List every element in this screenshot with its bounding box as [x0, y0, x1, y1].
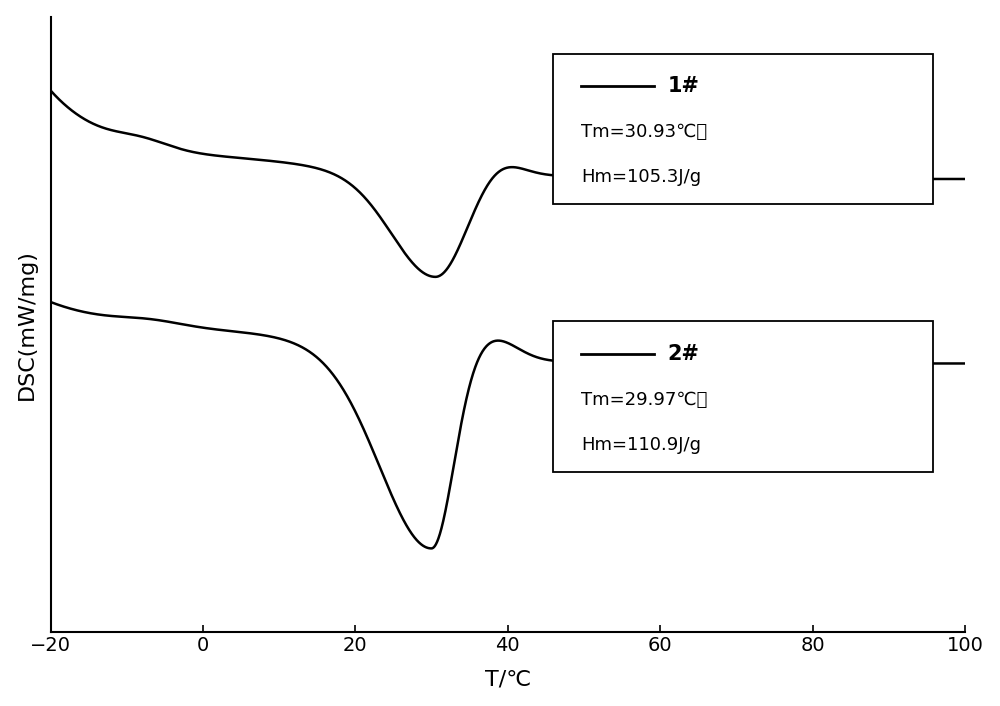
FancyBboxPatch shape [553, 54, 933, 204]
Text: 1#: 1# [668, 76, 700, 96]
Y-axis label: DSC(mW/mg): DSC(mW/mg) [17, 249, 37, 400]
Text: Hm=105.3J/g: Hm=105.3J/g [581, 168, 701, 186]
FancyBboxPatch shape [553, 321, 933, 472]
Text: Tm=29.97℃；: Tm=29.97℃； [581, 390, 707, 409]
Text: Hm=110.9J/g: Hm=110.9J/g [581, 436, 701, 454]
X-axis label: T/℃: T/℃ [485, 669, 531, 689]
Text: Tm=30.93℃；: Tm=30.93℃； [581, 124, 707, 141]
Text: 2#: 2# [668, 344, 700, 364]
